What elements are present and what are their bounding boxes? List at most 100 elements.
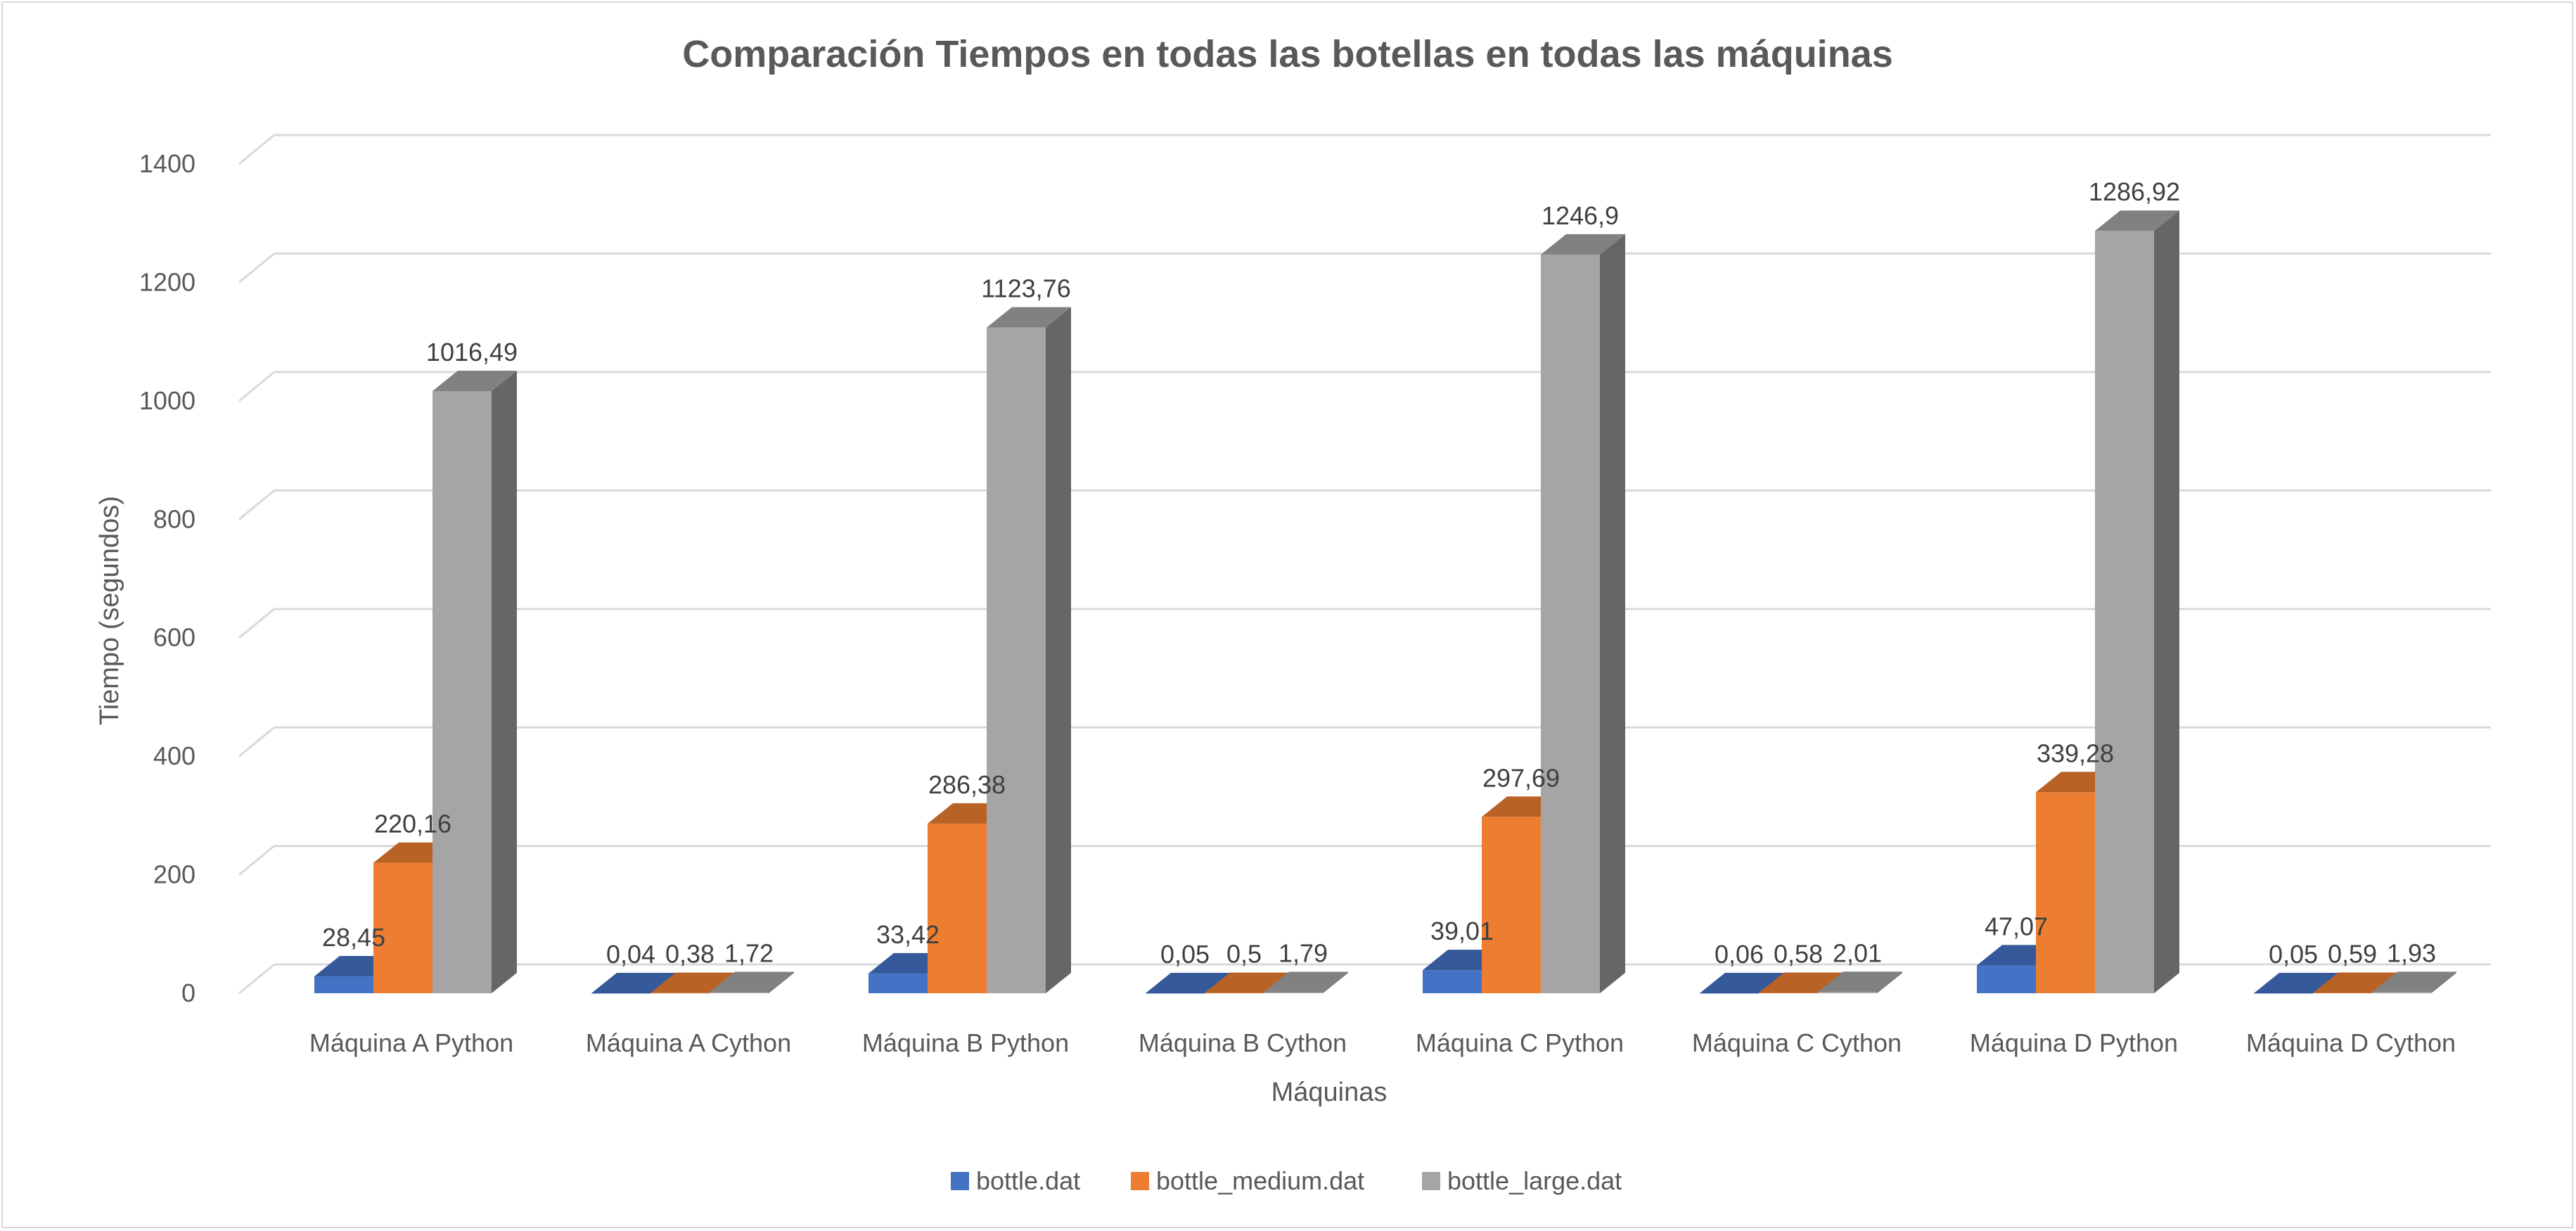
gridline-depth-7 xyxy=(238,134,275,165)
bar-top xyxy=(1541,234,1625,255)
x-tick-label: Máquina A Python xyxy=(309,1028,513,1057)
bar-front xyxy=(1205,993,1264,994)
legend-swatch xyxy=(951,1172,969,1190)
bar-side xyxy=(1877,971,1902,993)
y-tick-label: 1400 xyxy=(139,149,196,178)
data-label: 0,05 xyxy=(2269,940,2318,969)
legend-item-2: bottle_large.dat xyxy=(1422,1166,1622,1195)
data-labels: 28,45 220,16 1016,49 0,04 0,38 1,72 33,42 286,3… xyxy=(322,177,2436,969)
y-tick-label: 200 xyxy=(153,860,196,889)
bar-top xyxy=(1759,972,1843,993)
bar-top xyxy=(1205,972,1289,993)
data-label: 0,38 xyxy=(665,940,715,969)
data-label: 0,59 xyxy=(2328,940,2377,969)
legend-item-0: bottle.dat xyxy=(951,1166,1080,1195)
y-tick-label: 400 xyxy=(153,741,196,770)
bar-front xyxy=(1482,817,1541,993)
bar-top xyxy=(2372,971,2456,993)
gridline-depth-6 xyxy=(238,253,275,283)
bar-bottle_large.dat-0 xyxy=(432,370,517,993)
legend: bottle.dat bottle_medium.dat bottle_large.… xyxy=(951,1166,1622,1195)
data-label: 33,42 xyxy=(876,920,940,949)
data-label: 1,79 xyxy=(1279,938,1328,967)
y-axis-ticks: 0 200 400 600 800 1000 1200 1400 xyxy=(139,149,196,1007)
y-axis-title: Tiempo (segundos) xyxy=(95,496,124,725)
data-label: 0,06 xyxy=(1715,940,1764,969)
x-tick-label: Máquina C Cython xyxy=(1692,1028,1902,1057)
data-label: 0,05 xyxy=(1160,940,1210,969)
bar-front xyxy=(987,327,1046,993)
bar-top xyxy=(1264,971,1348,993)
bar-front xyxy=(1541,254,1600,993)
bar-side xyxy=(769,971,794,993)
bar-front xyxy=(2313,993,2372,994)
legend-label: bottle_medium.dat xyxy=(1156,1166,1364,1195)
data-label: 220,16 xyxy=(374,810,451,838)
data-label: 1016,49 xyxy=(426,338,518,366)
y-tick-label: 800 xyxy=(153,504,196,533)
legend-item-1: bottle_medium.dat xyxy=(1131,1166,1364,1195)
x-tick-label: Máquina A Cython xyxy=(586,1028,791,1057)
y-tick-label: 1200 xyxy=(139,267,196,296)
data-label: 1123,76 xyxy=(981,274,1070,303)
x-axis-ticks: Máquina A Python Máquina A Cython Máquina … xyxy=(309,1028,2456,1057)
gridline-depth-3 xyxy=(238,608,275,639)
bar-top xyxy=(1700,972,1784,993)
legend-label: bottle.dat xyxy=(976,1166,1080,1195)
bar-top xyxy=(432,370,517,391)
bar-bottle_large.dat-1 xyxy=(710,971,794,993)
bar-front xyxy=(651,993,710,994)
bar-side xyxy=(1323,971,1348,993)
chart-title: Comparación Tiempos en todas las botella… xyxy=(682,33,1893,75)
bar-front xyxy=(1818,992,1877,993)
data-label: 297,69 xyxy=(1482,763,1560,792)
bar-side xyxy=(1600,234,1625,993)
bar-bottle_large.dat-6 xyxy=(2095,210,2179,994)
x-axis-title: Máquinas xyxy=(1271,1078,1388,1107)
bar-top xyxy=(591,972,676,993)
bar-front xyxy=(928,823,987,993)
bar-bottle_large.dat-4 xyxy=(1541,234,1625,993)
y-tick-label: 600 xyxy=(153,623,196,652)
data-label: 47,07 xyxy=(1985,912,2048,940)
bar-top xyxy=(1146,972,1230,993)
bar-top xyxy=(2254,972,2338,993)
data-label: 286,38 xyxy=(928,770,1006,799)
data-label: 28,45 xyxy=(322,923,385,952)
bar-front xyxy=(373,862,432,993)
x-tick-label: Máquina B Python xyxy=(862,1028,1069,1057)
bar-front xyxy=(2036,792,2095,993)
bar-top xyxy=(2313,972,2397,993)
bar-bottle_large.dat-2 xyxy=(987,307,1071,993)
bar-front xyxy=(2372,992,2431,993)
bar-side xyxy=(492,370,517,993)
bar-front xyxy=(432,390,492,993)
bar-front xyxy=(1146,993,1205,994)
bar-front xyxy=(1977,965,2036,993)
data-label: 339,28 xyxy=(2037,739,2114,767)
x-tick-label: Máquina D Cython xyxy=(2246,1028,2456,1057)
gridline-depth-4 xyxy=(238,490,275,521)
bar-front xyxy=(1700,993,1759,994)
data-label: 0,04 xyxy=(606,940,655,969)
bars xyxy=(314,210,2456,994)
bar-front xyxy=(1423,970,1482,993)
data-label: 1286,92 xyxy=(2089,177,2180,206)
bar-bottle_large.dat-5 xyxy=(1818,971,1902,993)
legend-label: bottle_large.dat xyxy=(1447,1166,1622,1195)
bar-front xyxy=(314,976,373,993)
legend-swatch xyxy=(1131,1172,1149,1190)
bar-side xyxy=(2154,210,2179,994)
x-tick-label: Máquina D Python xyxy=(1970,1028,2178,1057)
x-tick-label: Máquina B Cython xyxy=(1139,1028,1347,1057)
y-tick-label: 1000 xyxy=(139,386,196,415)
gridline-depth-5 xyxy=(238,371,275,402)
data-label: 2,01 xyxy=(1833,938,1882,967)
bar-top xyxy=(2095,210,2179,231)
bar-front xyxy=(1264,992,1323,993)
bar-top xyxy=(710,971,794,993)
y-tick-label: 0 xyxy=(181,978,196,1007)
legend-swatch xyxy=(1422,1172,1440,1190)
bar-top xyxy=(1818,971,1902,993)
